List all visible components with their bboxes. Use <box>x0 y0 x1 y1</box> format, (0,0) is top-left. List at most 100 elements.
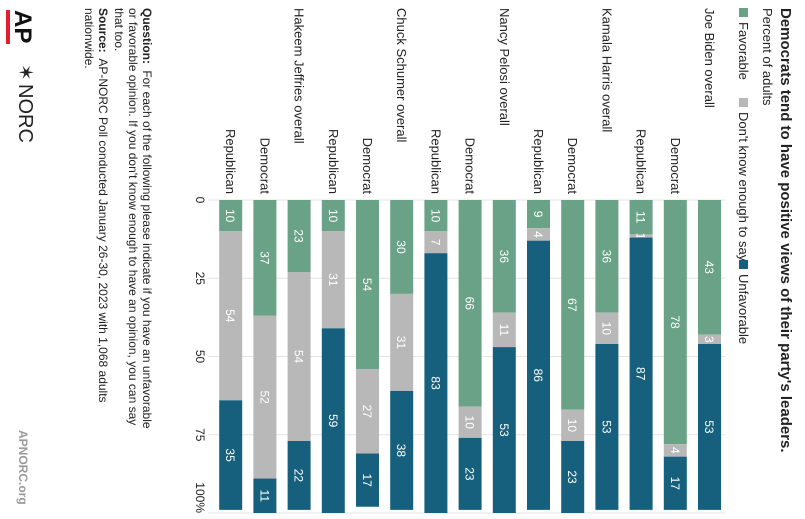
ap-logo: AP <box>6 10 36 44</box>
bar-segment <box>698 334 721 344</box>
chart-legend: Favorable Don't know enough to say Unfavor… <box>736 8 751 344</box>
bar-segment <box>663 444 687 457</box>
bar-segment <box>492 200 516 313</box>
bar-segment <box>595 200 619 313</box>
row-sub-label: Republican <box>634 129 649 194</box>
data-label: 36 <box>497 250 511 264</box>
bar-segment <box>219 400 243 510</box>
data-label: 54 <box>223 309 237 323</box>
source-line-2: nationwide. <box>82 8 96 69</box>
x-tick-label: 75 <box>193 428 207 442</box>
footer-source: Source: AP-NORC Poll conducted January 2… <box>82 8 110 403</box>
footer-question: Question: For each of the following plea… <box>112 8 154 429</box>
data-label: 9 <box>531 211 545 218</box>
bar-segment <box>595 343 619 510</box>
data-label: 31 <box>326 273 340 287</box>
data-label: 1 <box>634 233 648 240</box>
x-tick-label: 100% <box>193 482 207 513</box>
source-line-1: AP-NORC Poll conducted January 26-30, 20… <box>96 58 110 402</box>
bar-segment <box>458 437 482 510</box>
data-label: 27 <box>360 405 374 419</box>
data-label: 7 <box>428 239 442 246</box>
data-label: 59 <box>326 414 340 428</box>
question-line-1: For each of the following please indicat… <box>140 70 154 429</box>
data-label: 83 <box>428 376 442 390</box>
data-label: 4 <box>668 447 682 454</box>
bar-segment <box>390 293 414 391</box>
row-group-label: Nancy Pelosi overall <box>497 8 512 126</box>
svg-text:Question: For each of: Question: For each of the following plea… <box>140 8 154 429</box>
bar-segment <box>527 200 550 229</box>
svg-text:Source: AP-NORC Poll c: Source: AP-NORC Poll conducted January 2… <box>96 8 110 403</box>
data-label: 10 <box>428 209 442 223</box>
data-label: 10 <box>223 209 237 223</box>
question-line-3: that too. <box>112 8 126 51</box>
bar-segment <box>663 200 687 445</box>
data-label: 3 <box>702 336 716 343</box>
bar-segment <box>321 328 345 513</box>
norc-logo-text: NORC <box>14 84 36 143</box>
bar-segment <box>219 200 243 232</box>
norc-logo: ✶ NORC <box>14 64 36 143</box>
row-sub-label: Democrat <box>463 138 478 195</box>
bar-segment <box>561 200 585 410</box>
row-group-label: Chuck Schumer overall <box>394 8 409 142</box>
x-axis-ticks: 0 25 50 75 100% <box>193 197 207 514</box>
row-sub-label: Republican <box>428 129 443 194</box>
bar-segment <box>492 347 516 513</box>
data-label: 86 <box>531 369 545 383</box>
data-label: 17 <box>668 477 682 491</box>
data-label: 54 <box>292 350 306 364</box>
category-labels: Joe Biden overall Democrat Republican Kamal… <box>223 8 717 194</box>
bar-segment <box>527 240 550 510</box>
row-sub-label: Republican <box>223 129 238 194</box>
data-label: 23 <box>463 467 477 481</box>
row-sub-label: Republican <box>326 129 341 194</box>
row-sub-label: Democrat <box>360 138 375 195</box>
data-label: 53 <box>702 420 716 434</box>
bar-segment <box>356 369 379 454</box>
data-label: 36 <box>599 250 613 264</box>
bar-segment <box>663 456 687 510</box>
bar-segment <box>253 200 277 316</box>
data-label: 67 <box>565 298 579 312</box>
question-label: Question: <box>140 8 154 64</box>
bar-segment <box>356 200 379 370</box>
bar-segment <box>287 271 311 442</box>
row-group-label: Hakeem Jeffries overall <box>292 8 307 144</box>
bar-segment <box>527 228 550 241</box>
question-line-2: or favorable opinion. If you don't know … <box>126 8 140 425</box>
data-label: 23 <box>565 470 579 484</box>
stacked-bars: 4335378417111873610536710239486361153661… <box>219 200 721 514</box>
row-group-label: Joe Biden overall <box>702 8 717 108</box>
bar-segment <box>219 231 243 401</box>
row-sub-label: Republican <box>531 129 546 194</box>
data-label: 11 <box>497 324 511 337</box>
bar-segment <box>424 200 448 232</box>
data-label: 52 <box>257 391 271 405</box>
data-label: 35 <box>223 448 237 462</box>
bar-segment <box>287 200 311 272</box>
legend-swatch <box>739 260 748 269</box>
website-label: APNORC.org <box>16 430 30 505</box>
bar-segment <box>561 409 585 442</box>
bar-segment <box>390 390 414 510</box>
bar-segment <box>424 231 448 254</box>
data-label: 17 <box>360 473 374 487</box>
bar-segment <box>629 234 653 238</box>
ap-logo-underline <box>6 10 10 44</box>
bar-segment <box>287 441 311 510</box>
bar-segment <box>424 253 448 514</box>
data-label: 38 <box>394 444 408 458</box>
data-label: 11 <box>634 211 648 224</box>
bar-segment <box>629 200 653 235</box>
bar-segment <box>253 478 277 514</box>
legend-swatch <box>739 8 748 17</box>
bar-segment <box>458 200 482 407</box>
row-sub-label: Democrat <box>565 138 580 195</box>
data-label: 53 <box>599 420 613 434</box>
data-label: 87 <box>634 367 648 381</box>
bar-segment <box>698 343 721 510</box>
data-label: 10 <box>326 209 340 223</box>
